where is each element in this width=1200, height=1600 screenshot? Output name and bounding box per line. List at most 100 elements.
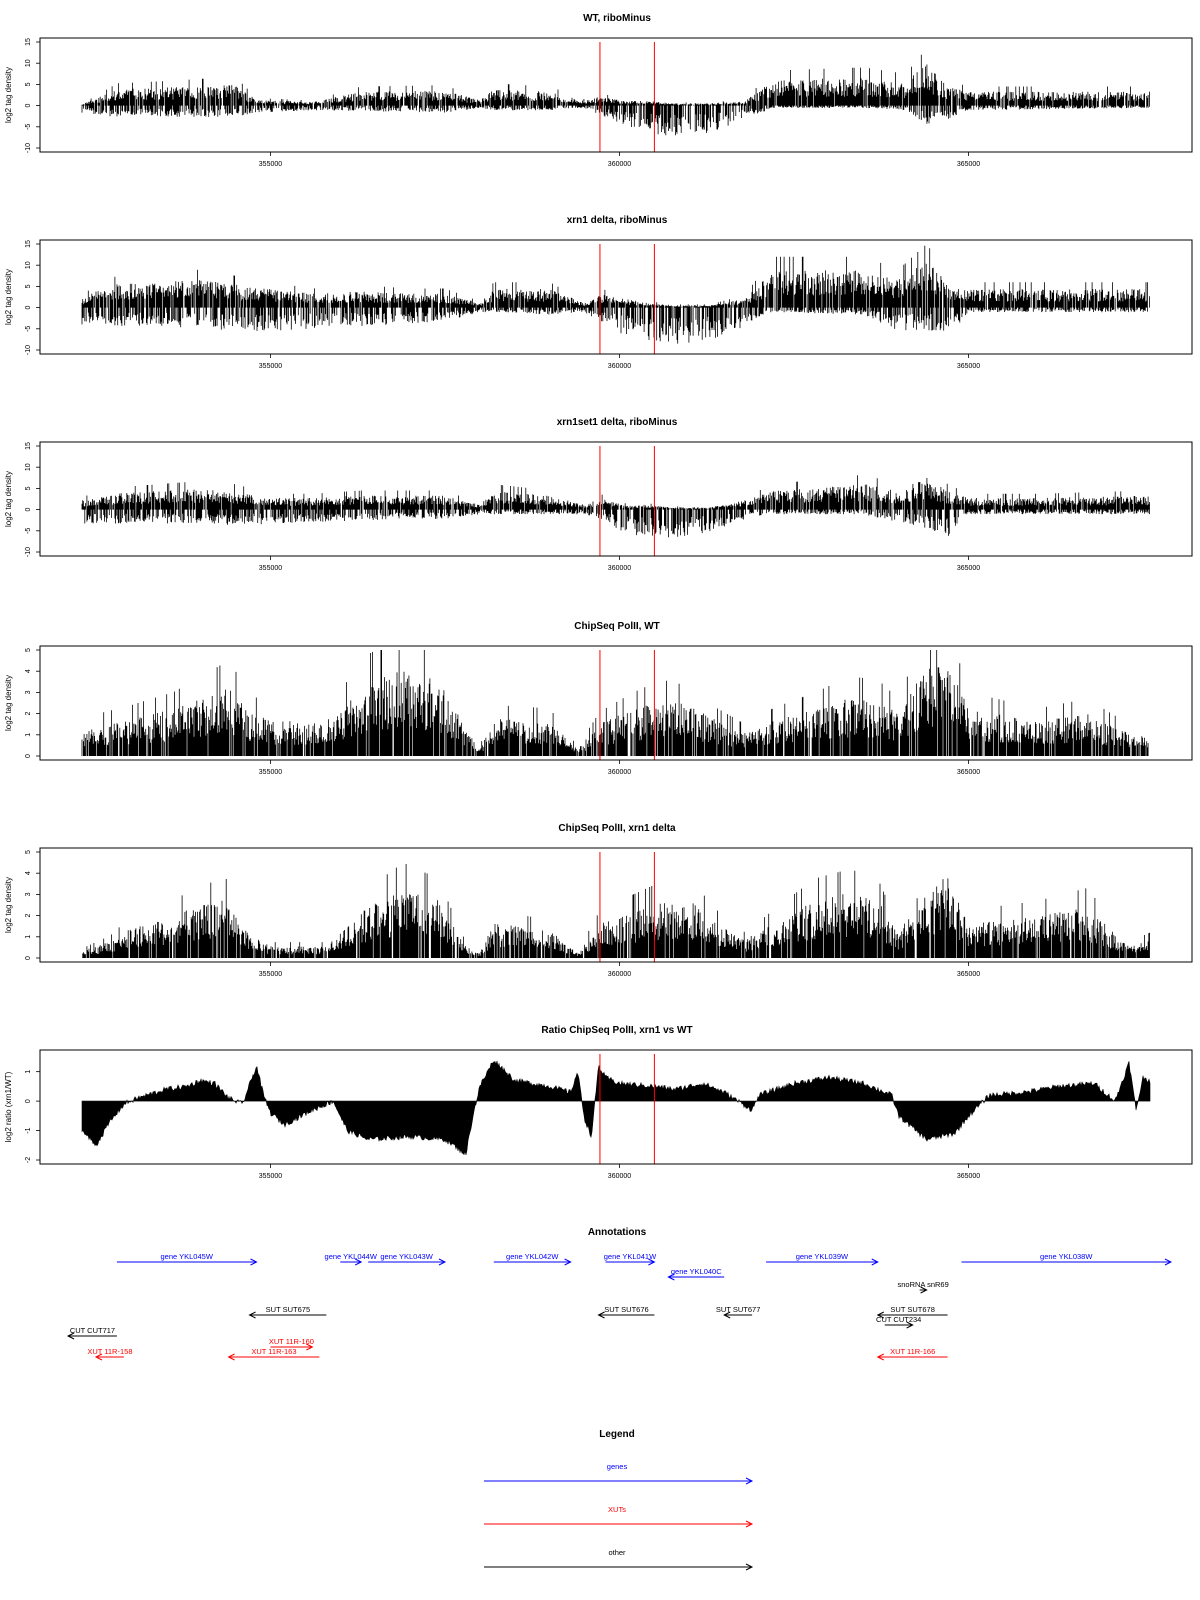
feature-label: gene YKL039W	[796, 1252, 849, 1261]
panel-title: xrn1set1 delta, riboMinus	[557, 417, 678, 428]
y-tick-label: -10	[25, 345, 32, 355]
feature-arrowhead	[354, 1258, 363, 1266]
x-axis: 355000 360000 365000	[259, 556, 980, 572]
y-tick-label: 0	[25, 104, 32, 108]
y-tick-label: 2	[25, 712, 32, 716]
feature-arrowhead	[876, 1311, 884, 1319]
legend-item-arrowhead	[745, 1520, 754, 1528]
data-marks	[81, 650, 1149, 756]
density-bars	[82, 864, 1150, 958]
feature-label: SUT SUT677	[716, 1305, 760, 1314]
y-axis: -10 -5 0 5 10 15	[25, 240, 40, 355]
y-tick-label: 1	[25, 1070, 32, 1074]
annotation-gene-ykl038w: gene YKL038W	[961, 1252, 1173, 1266]
legend-item-arrowhead	[745, 1477, 754, 1485]
plot-frame	[39, 441, 1193, 557]
feature-label: XUT 11R-160	[269, 1337, 314, 1346]
y-tick-label: -5	[25, 528, 32, 534]
annotation-sut-sut675: SUT SUT675	[248, 1305, 327, 1319]
plot-frame	[39, 37, 1193, 153]
panel-title: ChipSeq PolII, xrn1 delta	[558, 823, 676, 834]
feature-arrowhead	[250, 1258, 258, 1266]
annotation-gene-ykl041w: gene YKL041W	[604, 1252, 657, 1266]
x-tick-label: 360000	[608, 971, 631, 978]
feature-arrowhead	[667, 1273, 675, 1281]
feature-arrowhead	[723, 1311, 731, 1319]
x-axis: 355000 360000 365000	[259, 152, 980, 168]
annotation-gene-ykl039w: gene YKL039W	[766, 1252, 879, 1266]
panel-title: Ratio ChipSeq PolII, xrn1 vs WT	[541, 1025, 692, 1036]
track-panel-4: ChipSeq PolII, WT log2 tag density 0 1 2 3 4 5 3…	[4, 621, 1193, 776]
annotation-cut-cut717: CUT CUT717	[66, 1326, 117, 1340]
y-tick-label: -10	[25, 547, 32, 557]
y-tick-label: -2	[25, 1157, 32, 1163]
legend-item-other: other	[484, 1548, 754, 1571]
y-tick-label: 15	[25, 38, 32, 46]
y-tick-label: 10	[25, 261, 32, 269]
feature-arrowhead	[66, 1332, 75, 1340]
x-tick-label: 355000	[259, 769, 282, 776]
annotation-gene-ykl045w: gene YKL045W	[116, 1252, 258, 1266]
y-axis-label: log2 tag density	[4, 675, 13, 731]
x-tick-label: 365000	[957, 971, 980, 978]
feature-arrowhead	[876, 1353, 884, 1361]
annotation-sut-sut678: SUT SUT678	[876, 1305, 948, 1319]
y-tick-label: 0	[25, 754, 32, 758]
plot-frame	[39, 239, 1193, 355]
feature-label: XUT 11R-158	[87, 1347, 132, 1356]
annotation-xut-11r-166: XUT 11R-166	[876, 1347, 948, 1361]
y-tick-label: 5	[25, 82, 32, 86]
y-tick-label: 1	[25, 935, 32, 939]
y-tick-label: 5	[25, 850, 32, 854]
feature-arrowhead	[597, 1311, 605, 1319]
feature-arrowhead	[227, 1353, 235, 1361]
y-axis: -2 -1 0 1	[25, 1070, 40, 1163]
feature-arrowhead	[906, 1321, 914, 1329]
data-marks	[81, 475, 1150, 538]
density-bars	[81, 475, 1150, 538]
x-tick-label: 365000	[957, 1173, 980, 1180]
y-tick-label: -10	[25, 143, 32, 153]
annotations-section: Annotations gene YKL045W gene YKL044W gene…	[66, 1227, 1173, 1361]
track-panel-1: WT, riboMinus log2 tag density -10 -5 0 5 10 15…	[4, 13, 1193, 168]
annotation-features: gene YKL045W gene YKL044W gene YKL043W gene…	[66, 1252, 1173, 1361]
y-tick-label: 3	[25, 690, 32, 694]
y-tick-label: 5	[25, 284, 32, 288]
feature-label: XUT 11R-166	[890, 1347, 935, 1356]
x-tick-label: 365000	[957, 161, 980, 168]
y-tick-label: 0	[25, 508, 32, 512]
x-tick-label: 360000	[608, 363, 631, 370]
x-tick-label: 365000	[957, 363, 980, 370]
x-tick-label: 365000	[957, 769, 980, 776]
y-tick-label: -1	[25, 1127, 32, 1133]
feature-arrowhead	[920, 1286, 928, 1294]
y-axis-label: log2 tag density	[4, 877, 13, 933]
x-tick-label: 355000	[259, 971, 282, 978]
y-tick-label: 15	[25, 442, 32, 450]
annotation-cut-cut234: CUT CUT234	[876, 1315, 921, 1329]
annotation-gene-ykl044w: gene YKL044W	[325, 1252, 378, 1266]
y-axis: -10 -5 0 5 10 15	[25, 38, 40, 153]
y-tick-label: -5	[25, 124, 32, 130]
y-tick-label: 4	[25, 669, 32, 673]
y-axis-label: log2 ratio (xrn1/WT)	[4, 1071, 13, 1142]
legend-item-label: other	[608, 1548, 626, 1557]
annotation-gene-ykl040c: gene YKL040C	[667, 1267, 725, 1281]
feature-label: CUT CUT717	[70, 1326, 115, 1335]
plot-frame	[39, 1049, 1193, 1165]
y-tick-label: 10	[25, 463, 32, 471]
x-tick-label: 365000	[957, 565, 980, 572]
y-tick-label: 0	[25, 306, 32, 310]
legend-item-label: genes	[607, 1462, 628, 1471]
x-tick-label: 355000	[259, 161, 282, 168]
feature-arrowhead	[306, 1343, 314, 1351]
plot-frame	[39, 847, 1193, 963]
y-axis: 0 1 2 3 4 5	[25, 648, 40, 758]
feature-label: gene YKL038W	[1040, 1252, 1093, 1261]
feature-label: gene YKL041W	[604, 1252, 657, 1261]
feature-label: gene YKL043W	[380, 1252, 433, 1261]
y-axis-label: log2 tag density	[4, 67, 13, 123]
panel-title: ChipSeq PolII, WT	[574, 621, 660, 632]
